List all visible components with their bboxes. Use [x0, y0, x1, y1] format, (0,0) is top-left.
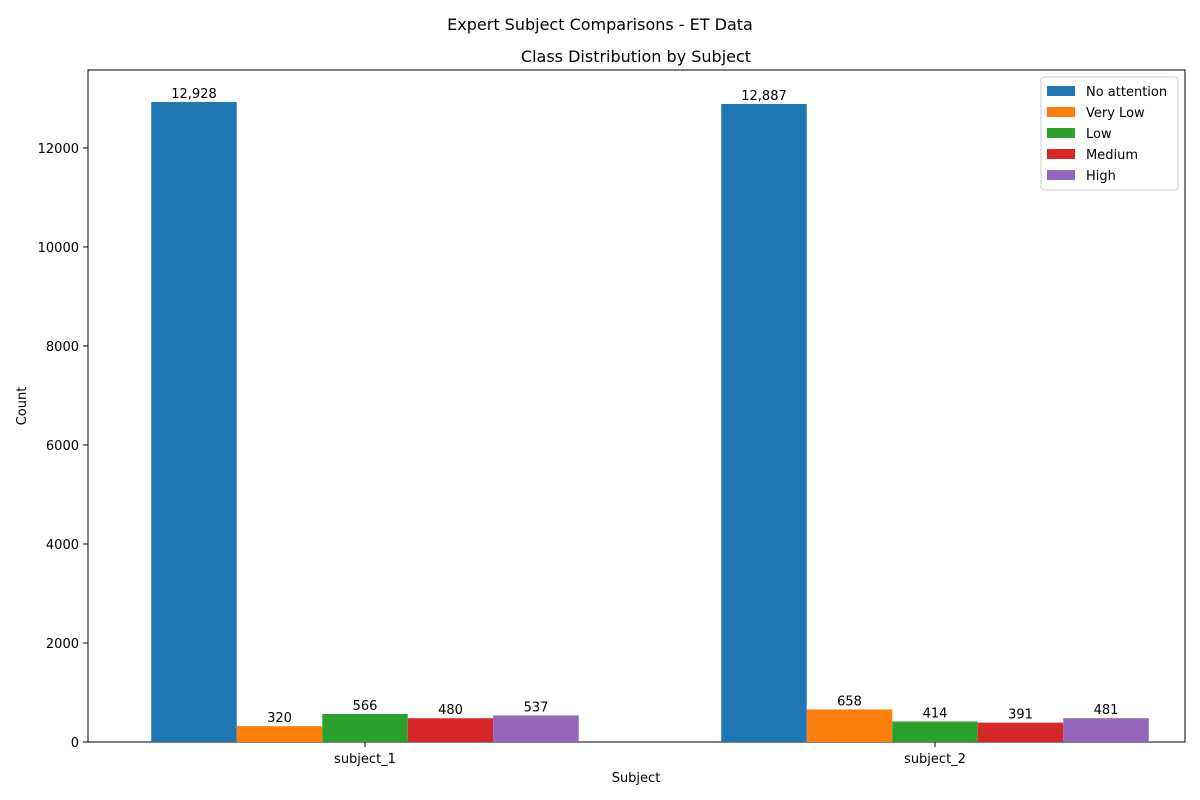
bar	[236, 726, 323, 742]
bar	[151, 101, 237, 742]
chart-title: Class Distribution by Subject	[521, 47, 751, 66]
legend-swatch	[1047, 107, 1075, 117]
x-tick-label: subject_1	[334, 752, 396, 767]
data-label: 481	[1094, 703, 1119, 718]
axes-frame	[87, 69, 1186, 743]
bar	[407, 718, 494, 742]
bar	[892, 721, 978, 742]
data-label: 537	[524, 700, 549, 715]
bar	[493, 715, 579, 742]
data-label: 12,928	[171, 87, 217, 102]
y-tick-label: 0	[71, 736, 79, 751]
legend-swatch	[1047, 86, 1075, 96]
legend-swatch	[1047, 149, 1075, 159]
legend-label: Low	[1086, 127, 1112, 142]
bar	[1063, 718, 1149, 742]
data-label: 480	[438, 703, 463, 718]
y-tick-label: 4000	[46, 538, 79, 553]
data-label: 566	[353, 699, 378, 714]
data-label: 320	[267, 711, 292, 726]
plot-area: 0 2000 4000 6000 8000 10000 12000 12,928 320 566 4…	[38, 69, 1186, 767]
data-label: 658	[837, 694, 862, 709]
legend-frame	[1040, 76, 1179, 191]
data-label: 414	[923, 707, 948, 722]
bar	[322, 713, 408, 742]
bar	[806, 709, 893, 742]
y-tick-label: 12000	[38, 142, 79, 157]
y-tick-label: 8000	[46, 340, 79, 355]
y-tick-label: 10000	[38, 241, 79, 256]
y-axis-label: Count	[15, 387, 30, 426]
figure-suptitle: Expert Subject Comparisons - ET Data	[447, 15, 753, 34]
data-label: 12,887	[741, 89, 787, 104]
legend-swatch	[1047, 170, 1075, 180]
legend: No attention Very Low Low Medium High	[1040, 76, 1179, 191]
y-tick-label: 2000	[46, 637, 79, 652]
bar	[721, 104, 807, 742]
legend-label: Medium	[1086, 148, 1138, 163]
bar	[977, 722, 1064, 742]
data-label: 391	[1008, 708, 1033, 723]
y-tick-label: 6000	[46, 439, 79, 454]
x-tick-label: subject_2	[904, 752, 966, 767]
legend-swatch	[1047, 128, 1075, 138]
legend-label: No attention	[1086, 85, 1167, 100]
legend-label: Very Low	[1086, 106, 1145, 121]
legend-label: High	[1086, 169, 1116, 184]
x-axis-label: Subject	[612, 771, 661, 786]
